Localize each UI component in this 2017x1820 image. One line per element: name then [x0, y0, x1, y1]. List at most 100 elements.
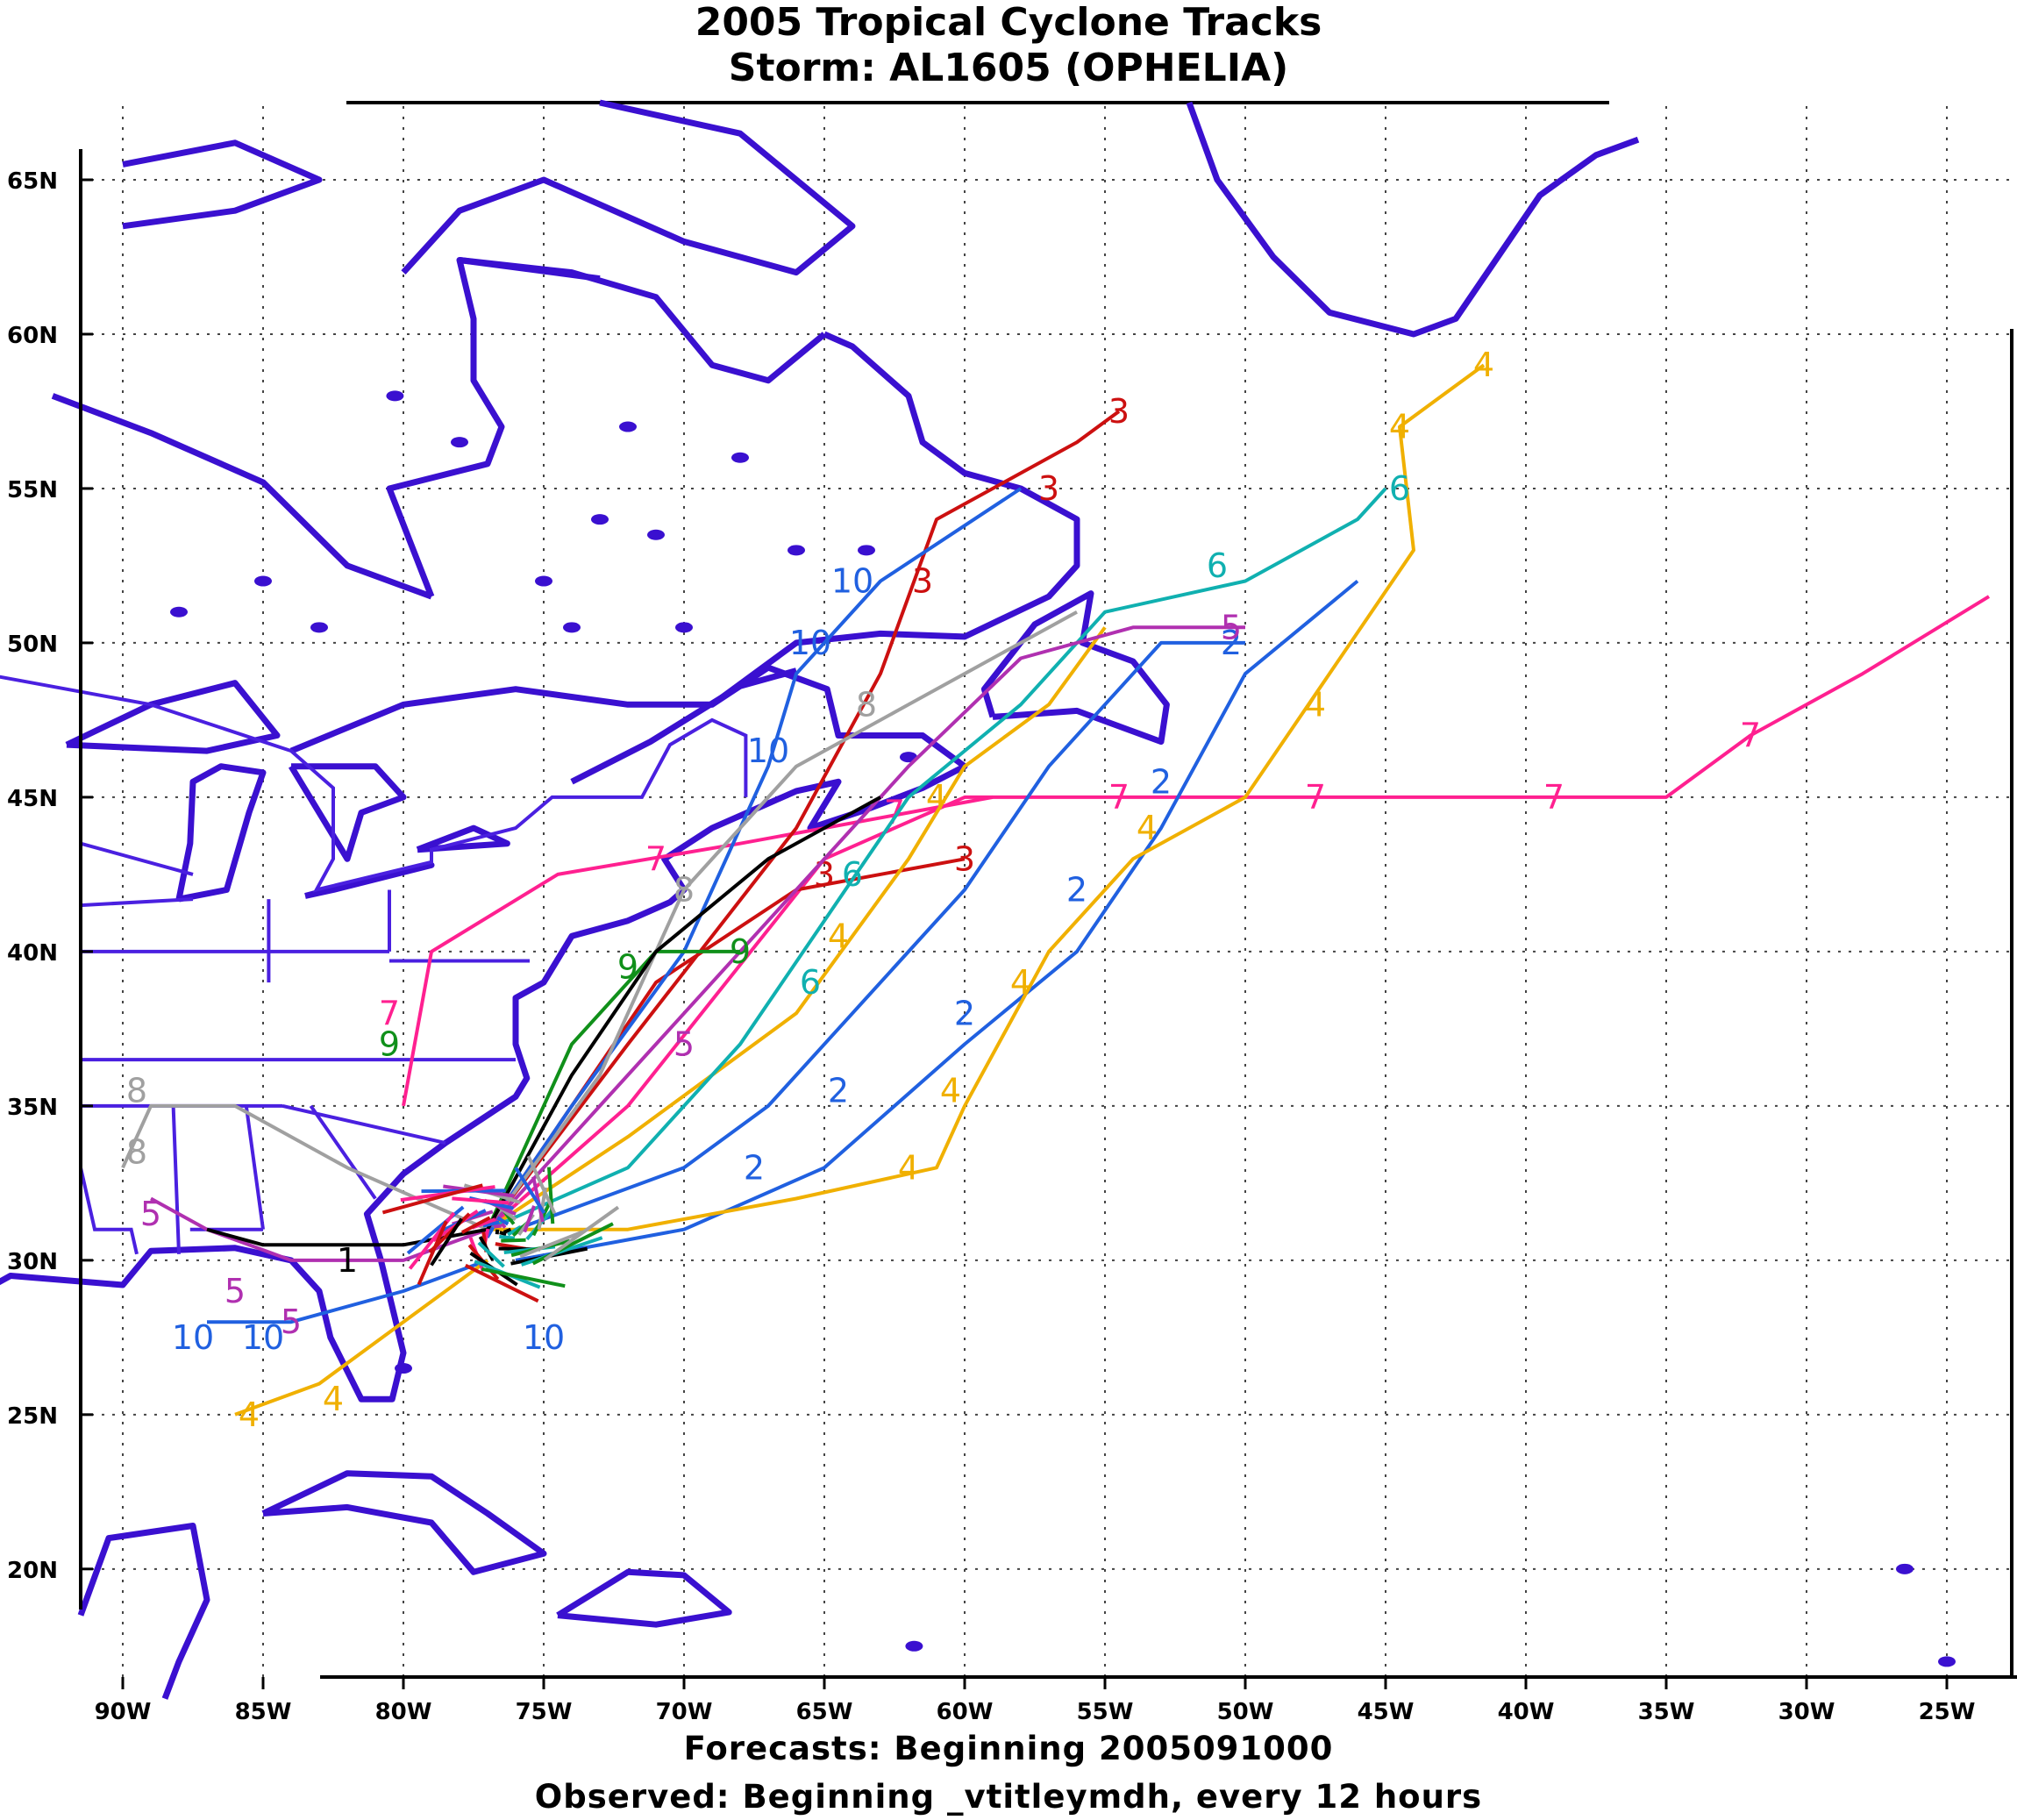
- track-label-2: 2: [828, 1071, 849, 1110]
- track-label-4: 4: [926, 778, 947, 817]
- track-line-10: [486, 487, 1023, 1231]
- genesis-cluster-segment: [428, 1212, 471, 1254]
- track-label-5: 5: [140, 1195, 161, 1233]
- track-label-4: 4: [323, 1380, 344, 1418]
- lake-or-island: [675, 622, 693, 633]
- track-line-2: [515, 640, 1245, 1231]
- lon-tick-label: 30W: [1778, 1699, 1835, 1725]
- track-line-8: [486, 610, 1078, 1231]
- coastline: [51, 393, 433, 600]
- track-label-3: 3: [1038, 469, 1059, 508]
- genesis-cluster-segment: [493, 1224, 502, 1229]
- lake-or-island: [1938, 1656, 1956, 1667]
- track-label-2: 2: [1066, 871, 1087, 910]
- lon-tick-label: 85W: [235, 1699, 292, 1725]
- political-border: [79, 1167, 139, 1255]
- track-line-5: [486, 625, 1245, 1231]
- lat-tick-label: 45N: [7, 786, 58, 812]
- lon-tick-label: 50W: [1217, 1699, 1274, 1725]
- lake-or-island: [254, 575, 272, 587]
- track-label-7: 7: [645, 839, 666, 878]
- lake-or-island: [731, 452, 749, 463]
- track-label-7: 7: [1305, 778, 1326, 817]
- track-line-7: [402, 795, 994, 1107]
- track-label-4: 4: [898, 1148, 919, 1187]
- track-label-2: 2: [744, 1148, 765, 1187]
- track-line-9: [486, 949, 740, 1231]
- genesis-cluster-segment: [531, 1176, 545, 1223]
- genesis-cluster-segment: [519, 1230, 583, 1259]
- genesis-cluster-segment: [381, 1183, 483, 1215]
- track-label-8: 8: [126, 1071, 147, 1110]
- coastline: [175, 763, 267, 903]
- genesis-cluster-segment: [417, 1220, 448, 1286]
- track-label-6: 6: [800, 963, 821, 1002]
- track-label-4: 4: [1305, 685, 1326, 724]
- lat-tick-label: 40N: [7, 940, 58, 967]
- track-label-6: 6: [842, 855, 863, 894]
- track-label-10: 10: [789, 624, 831, 662]
- lake-or-island: [563, 622, 581, 633]
- observed-caption: Observed: Beginning _vtitleymdh, every 1…: [534, 1778, 1483, 1816]
- lake-or-island: [591, 514, 609, 525]
- lake-or-island: [451, 437, 468, 448]
- lake-or-island: [395, 1363, 412, 1374]
- track-label-9: 9: [730, 932, 751, 971]
- genesis-cluster-segment: [482, 1220, 500, 1228]
- coastline: [77, 1523, 210, 1700]
- genesis-cluster-segment: [496, 1216, 510, 1226]
- track-label-2: 2: [954, 994, 975, 1032]
- track-line-3: [486, 857, 966, 1231]
- coastline: [980, 590, 1170, 746]
- coastline: [0, 331, 1080, 1402]
- lake-or-island: [310, 622, 328, 633]
- lat-tick-label: 50N: [7, 632, 58, 658]
- lat-tick-label: 65N: [7, 168, 58, 195]
- coastline: [289, 763, 407, 862]
- political-border: [309, 1104, 377, 1200]
- track-line-6: [487, 487, 1387, 1231]
- track-label-5: 5: [674, 1024, 695, 1063]
- track-label-4: 4: [940, 1071, 961, 1110]
- track-label-3: 3: [954, 839, 975, 878]
- political-border: [80, 841, 194, 876]
- track-label-10: 10: [172, 1318, 214, 1357]
- track-line-10: [207, 1259, 488, 1324]
- genesis-cluster-segment: [464, 1263, 539, 1303]
- track-label-2: 2: [1151, 762, 1172, 801]
- axis-ticks: 90W 85W 80W 75W 70W 65W 60W 55W 50W 45W 40W 35W 30W 2…: [7, 168, 1975, 1725]
- political-border: [171, 1105, 181, 1254]
- track-label-10: 10: [242, 1318, 284, 1357]
- track-label-10: 10: [523, 1318, 565, 1357]
- track-label-4: 4: [1389, 408, 1410, 446]
- lake-or-island: [535, 575, 552, 587]
- genesis-cluster-segment: [452, 1196, 510, 1205]
- coastline: [261, 1470, 547, 1575]
- genesis-cluster-segment: [501, 1238, 526, 1243]
- track-label-10: 10: [747, 732, 789, 770]
- genesis-cluster-segment: [499, 1234, 516, 1240]
- coastlines: [0, 99, 1956, 1700]
- lon-tick-label: 65W: [796, 1699, 853, 1725]
- lon-tick-label: 35W: [1638, 1699, 1695, 1725]
- coastline: [65, 680, 281, 754]
- track-label-7: 7: [1108, 778, 1130, 817]
- lat-tick-label: 30N: [7, 1249, 58, 1275]
- track-label-6: 6: [1389, 469, 1410, 508]
- lon-tick-label: 80W: [375, 1699, 432, 1725]
- genesis-cluster-segment: [514, 1167, 546, 1215]
- genesis-cluster-segment: [430, 1217, 463, 1267]
- lon-tick-label: 25W: [1919, 1699, 1976, 1725]
- lake-or-island: [647, 529, 665, 540]
- track-label-7: 7: [379, 994, 400, 1032]
- lat-tick-label: 60N: [7, 323, 58, 349]
- political-border: [244, 1105, 265, 1230]
- track-label-10: 10: [831, 562, 873, 601]
- coastline: [570, 667, 797, 785]
- lat-tick-label: 35N: [7, 1095, 58, 1121]
- lon-tick-label: 60W: [937, 1699, 994, 1725]
- genesis-cluster-segment: [499, 1231, 507, 1237]
- track-label-4: 4: [239, 1395, 260, 1434]
